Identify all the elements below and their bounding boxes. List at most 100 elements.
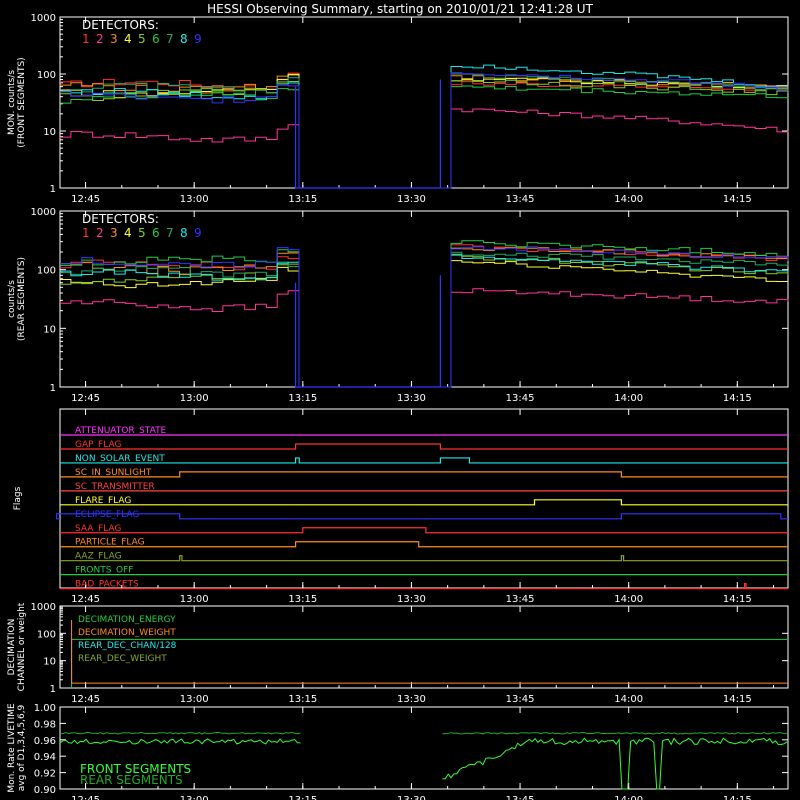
- livetime-ylabel-line: Mon. Rate LIVETIME: [7, 703, 17, 793]
- flag-label-attenuator_state: ATTENUATOR_STATE: [75, 426, 167, 436]
- flags-xtick-label: 13:30: [397, 594, 426, 605]
- decimation-ytick-label: 1000: [31, 602, 56, 613]
- flags-plot-frame: [59, 408, 789, 589]
- decimation-xtick-label: 14:00: [614, 694, 643, 705]
- livetime-xtick-label: 12:45: [71, 795, 100, 800]
- rear-series-8: [60, 254, 789, 388]
- rear-legend-entry-3: 3: [110, 226, 118, 240]
- livetime-xtick-label: 13:00: [180, 795, 209, 800]
- flag-label-aaz_flag: AAZ_FLAG: [75, 552, 122, 562]
- front-legend-entry-6: 6: [152, 32, 160, 46]
- figure-title: HESSI Observing Summary, starting on 201…: [207, 2, 593, 16]
- flag-line-flare_flag: [60, 499, 788, 506]
- livetime-xtick-label: 14:00: [614, 795, 643, 800]
- front-ylabel-line: MON. counts/s: [7, 70, 17, 135]
- rear-xtick-label: 14:00: [614, 393, 643, 404]
- flag-label-fronts_off: FRONTS_OFF: [75, 566, 133, 576]
- front-legend-entry-7: 7: [166, 32, 174, 46]
- front-series-2: [60, 108, 789, 189]
- front-ytick-label: 10: [43, 127, 56, 138]
- rear-legend-entry-1: 1: [82, 226, 90, 240]
- rear-ytick-label: 100: [37, 266, 56, 277]
- rear-ylabel-line: counts/s: [7, 280, 17, 318]
- flag-line-sc_in_sunlight: [60, 471, 788, 478]
- rear-series-4: [60, 260, 789, 388]
- livetime-front-series: [59, 737, 788, 790]
- front-series-6: [60, 85, 789, 189]
- front-legend-entry-3: 3: [110, 32, 118, 46]
- decimation-xtick-label: 13:30: [397, 694, 426, 705]
- rear-legend-entry-2: 2: [96, 226, 104, 240]
- rear-legend-entry-5: 5: [138, 226, 146, 240]
- rear-series-7: [60, 251, 789, 388]
- decimation-legend-1: DECIMATION_WEIGHT: [78, 628, 176, 638]
- livetime-xtick-label: 14:15: [723, 795, 752, 800]
- decimation-legend-0: DECIMATION_ENERGY: [78, 615, 176, 625]
- decimation-ytick-label: 100: [37, 629, 56, 640]
- flag-line-aaz_flag: [60, 555, 788, 562]
- front-xtick-label: 14:15: [723, 194, 752, 205]
- livetime-plot-frame: [59, 706, 789, 790]
- flag-line-particle_flag: [60, 541, 788, 548]
- flag-label-bad_packets: BAD_PACKETS: [75, 580, 139, 590]
- livetime-xtick-label: 13:15: [288, 795, 317, 800]
- front-series-1: [60, 72, 789, 189]
- front-ylabel-line: (FRONT SEGMENTS): [17, 57, 27, 147]
- flag-label-saa_flag: SAA_FLAG: [75, 524, 121, 534]
- livetime-ylabel: Mon. Rate LIVETIME avg of D1,3,4,5,6,9: [7, 703, 27, 793]
- flags-ylabel-line: Flags: [13, 486, 23, 510]
- flag-label-eclipse_flag: ECLIPSE_FLAG: [75, 510, 139, 520]
- livetime-ytick-label: 0.90: [34, 785, 56, 796]
- rear-xtick-label: 14:15: [723, 393, 752, 404]
- livetime-ytick-label: 1.00: [34, 703, 56, 714]
- front-legend-entry-1: 1: [82, 32, 90, 46]
- front-legend-title: DETECTORS:: [82, 18, 159, 32]
- rear-legend-entry-8: 8: [180, 226, 188, 240]
- flag-label-sc_transmitter: SC_TRANSMITTER: [75, 482, 155, 492]
- front-xtick-label: 12:45: [71, 194, 100, 205]
- rear-legend-entry-9: 9: [194, 226, 202, 240]
- decimation-xtick-label: 14:15: [723, 694, 752, 705]
- flag-label-non_solar_event: NON_SOLAR_EVENT: [75, 454, 165, 464]
- front-xtick-label: 13:15: [288, 194, 317, 205]
- livetime-ytick-label: 0.96: [34, 736, 56, 747]
- livetime-ytick-label: 0.98: [34, 719, 56, 730]
- front-ylabel: MON. counts/s (FRONT SEGMENTS): [7, 57, 27, 147]
- rear-legend-entry-4: 4: [124, 226, 132, 240]
- livetime-legend-1: REAR SEGMENTS: [80, 773, 183, 787]
- rear-legend-title: DETECTORS:: [82, 212, 159, 226]
- rear-gap-trace: [294, 275, 442, 388]
- front-xtick-label: 14:00: [614, 194, 643, 205]
- decimation-xtick-label: 13:15: [288, 694, 317, 705]
- front-xtick-label: 13:30: [397, 194, 426, 205]
- livetime-ylabel-line: avg of D1,3,4,5,6,9: [17, 704, 27, 791]
- front-legend-entry-9: 9: [194, 32, 202, 46]
- flag-label-flare_flag: FLARE_FLAG: [75, 496, 131, 506]
- decimation-ylabel: DECIMATION CHANNEL or weight: [7, 602, 27, 691]
- front-legend-entry-2: 2: [96, 32, 104, 46]
- rear-xtick-label: 13:30: [397, 393, 426, 404]
- decimation-ylabel-line: CHANNEL or weight: [17, 602, 27, 691]
- front-xtick-label: 13:45: [506, 194, 535, 205]
- flag-label-particle_flag: PARTICLE_FLAG: [75, 538, 145, 548]
- front-legend-entry-8: 8: [180, 32, 188, 46]
- decimation-legend-3: REAR_DEC_WEIGHT: [78, 654, 167, 664]
- rear-xtick-label: 13:15: [288, 393, 317, 404]
- decimation-energy-line: [71, 638, 788, 688]
- front-ytick-label: 100: [37, 70, 56, 81]
- front-legend-entry-4: 4: [124, 32, 132, 46]
- rear-ytick-label: 1000: [31, 207, 56, 218]
- rear-series-2: [60, 288, 789, 388]
- front-series-8: [60, 64, 789, 189]
- rear-ytick-label: 1: [50, 383, 56, 394]
- flag-line-gap_flag: [60, 443, 788, 450]
- flags-xtick-label: 13:00: [180, 594, 209, 605]
- livetime-ytick-label: 0.92: [34, 769, 56, 780]
- decimation-ytick-label: 10: [43, 657, 56, 668]
- livetime-ytick-label: 0.94: [34, 752, 56, 763]
- rear-xtick-label: 13:00: [180, 393, 209, 404]
- front-xtick-label: 13:00: [180, 194, 209, 205]
- flag-line-non_solar_event: [60, 457, 788, 464]
- rear-series-6: [60, 240, 789, 388]
